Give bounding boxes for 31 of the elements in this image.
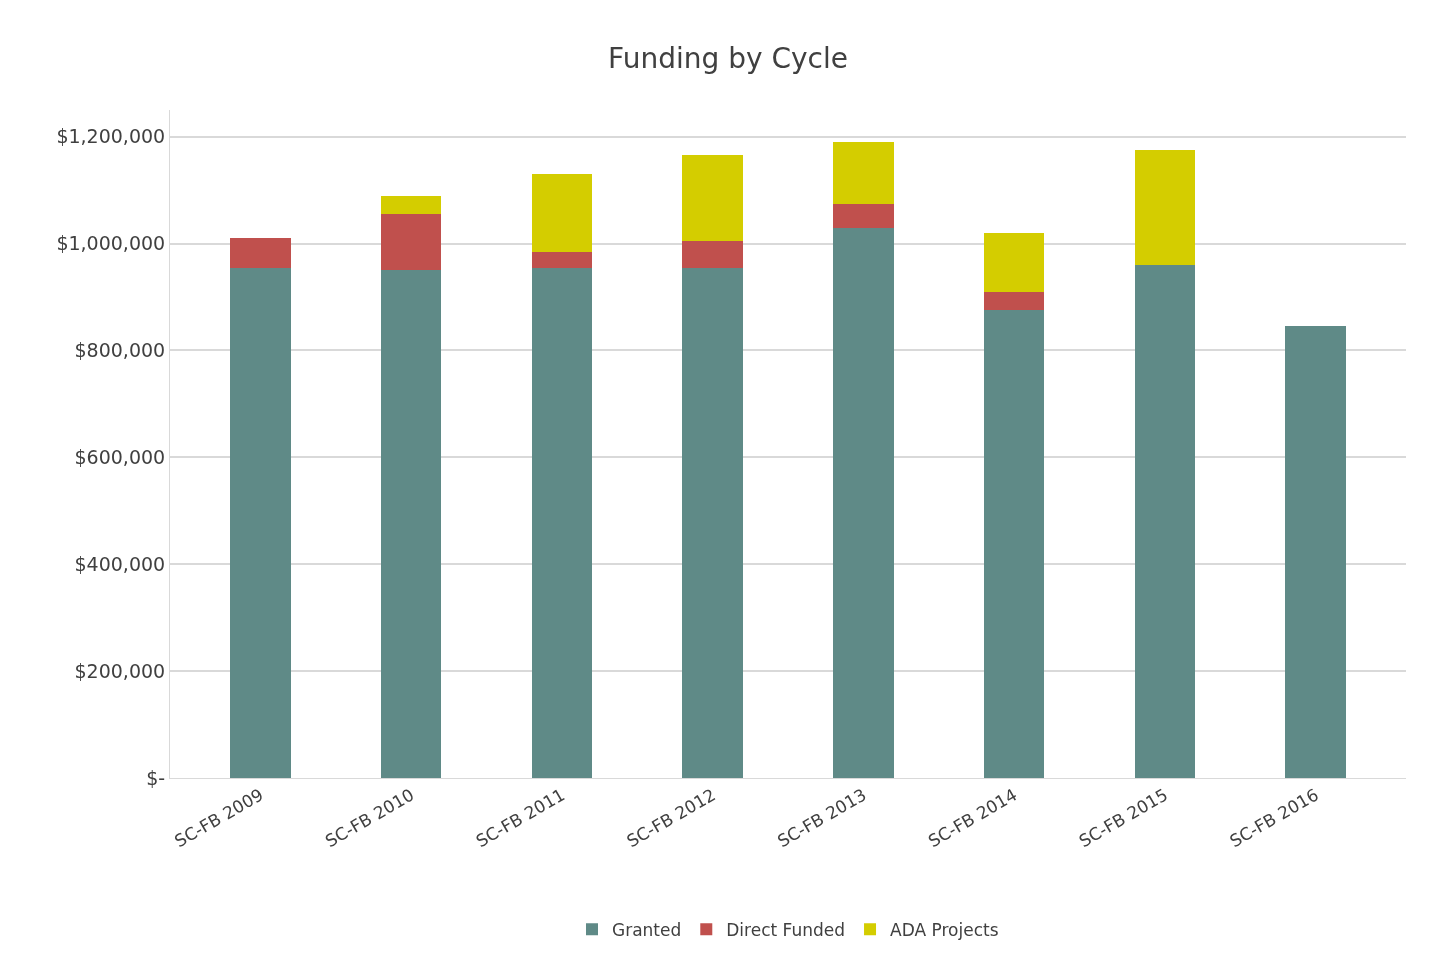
- bar: [381, 270, 442, 778]
- legend-label: Granted: [612, 919, 682, 940]
- bar: [1134, 150, 1195, 265]
- y-tick-label: $400,000: [74, 552, 166, 575]
- y-tick-label: $200,000: [74, 659, 166, 682]
- bar: [682, 240, 743, 268]
- bar: [983, 232, 1045, 292]
- bar: [682, 267, 743, 778]
- y-tick-label: $-: [146, 766, 166, 789]
- y-tick-label: $800,000: [74, 339, 166, 362]
- bar: [833, 227, 894, 778]
- bar: [381, 214, 442, 271]
- bar: [682, 155, 743, 241]
- y-tick-label: $1,200,000: [56, 125, 166, 148]
- y-tick-label: $600,000: [74, 446, 166, 469]
- bar: [1285, 326, 1346, 778]
- bar: [230, 238, 291, 268]
- legend-label: Direct Funded: [726, 919, 846, 940]
- bar: [833, 142, 894, 204]
- legend-label: ADA Projects: [890, 919, 999, 940]
- chart-title: Funding by Cycle: [608, 41, 848, 75]
- bar: [1134, 264, 1195, 778]
- y-tick-label: $1,000,000: [56, 232, 166, 255]
- bar: [381, 195, 442, 215]
- bar: [983, 310, 1045, 778]
- bar: [983, 291, 1045, 311]
- bar: [531, 251, 593, 268]
- bar: [833, 203, 894, 228]
- bar: [531, 174, 593, 252]
- bar: [230, 267, 291, 778]
- bar: [531, 267, 593, 778]
